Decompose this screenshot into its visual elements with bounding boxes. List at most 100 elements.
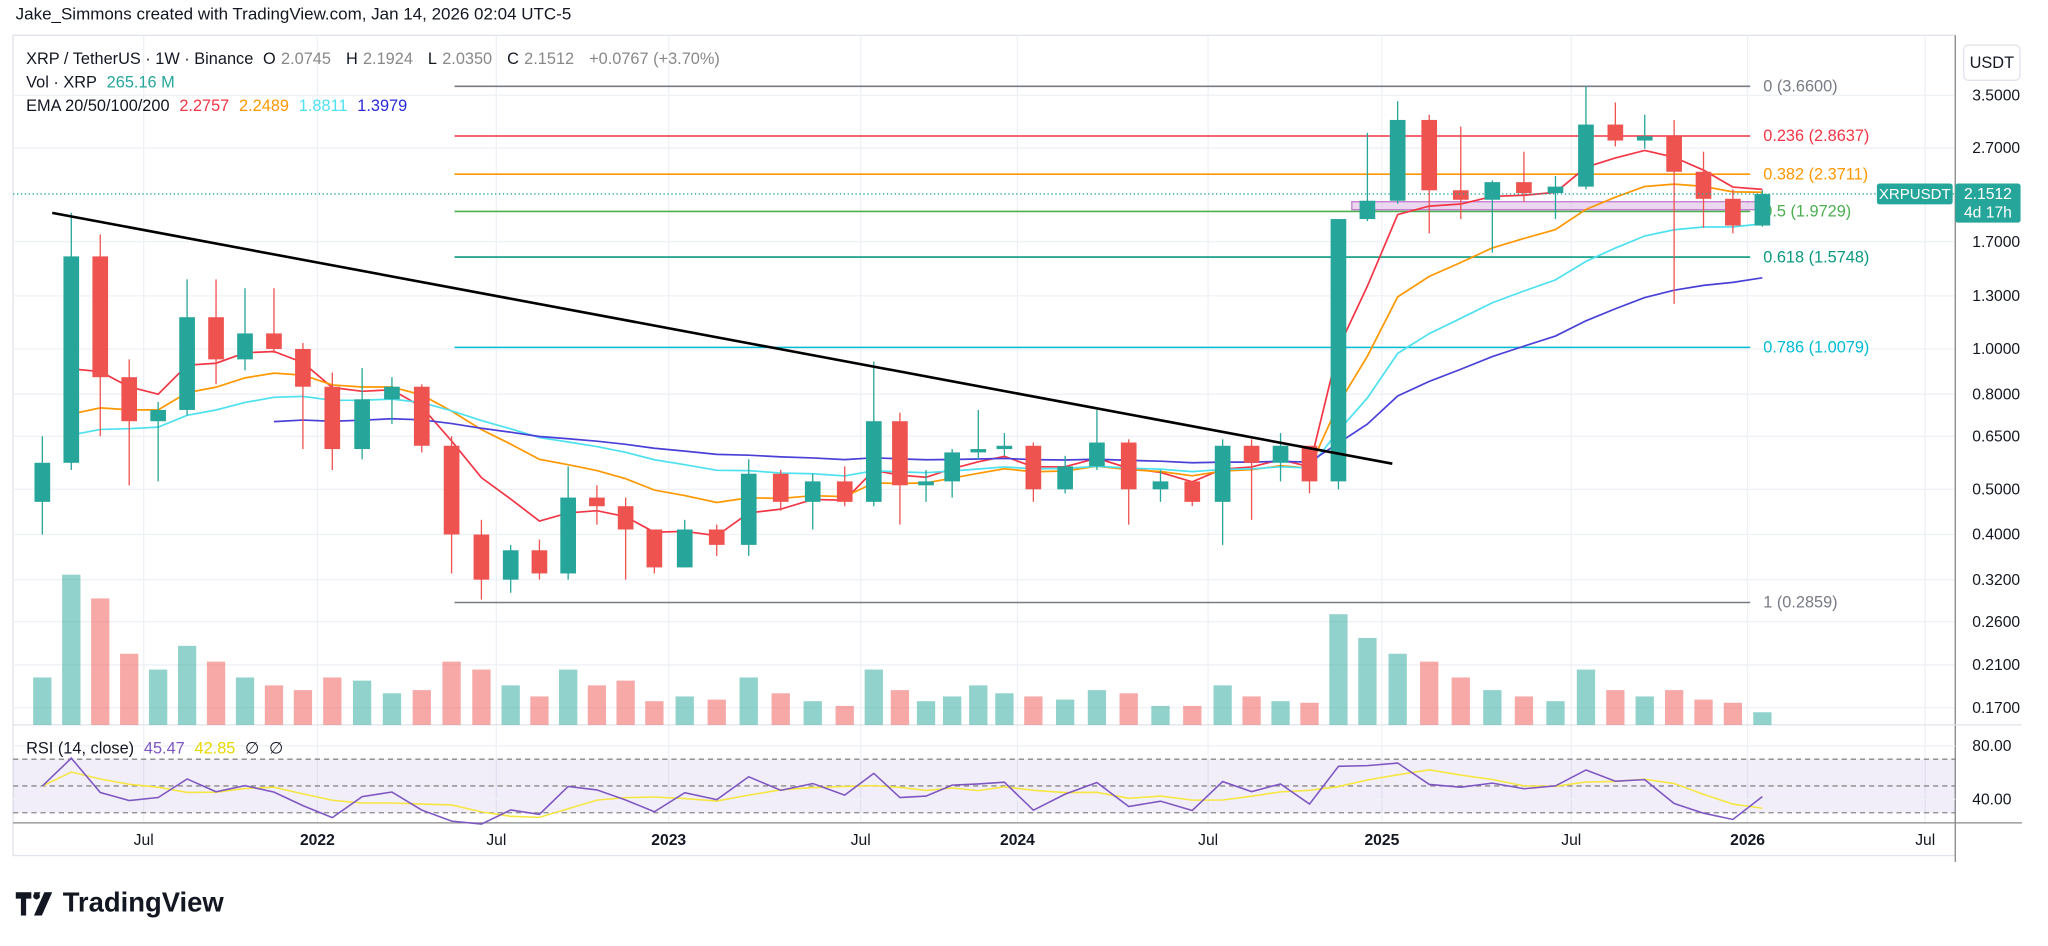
candle	[1089, 409, 1105, 471]
candle-body	[1120, 442, 1137, 490]
candle	[560, 466, 576, 580]
candle	[996, 433, 1013, 456]
rsi-tick-label: 40.00	[1972, 792, 2011, 809]
volume-bar	[835, 705, 854, 725]
time-tick-label: Jul	[1198, 832, 1218, 849]
tradingview-logo[interactable]: TradingView	[15, 888, 224, 919]
fib-label-1: 1 (0.2859)	[1763, 594, 1837, 612]
candle-body	[676, 529, 693, 568]
fib-label-0.618: 0.618 (1.5748)	[1763, 248, 1869, 266]
volume-bar	[559, 669, 578, 725]
candle	[1243, 439, 1260, 520]
candle-body	[1578, 124, 1594, 187]
candle	[1754, 190, 1771, 227]
fib-label-0.786: 0.786 (1.0079)	[1763, 339, 1869, 357]
candle-body	[1184, 481, 1201, 502]
ema-legend: EMA 20/50/100/200 2.2757 2.2489 1.8811 1…	[26, 97, 412, 115]
candle	[1272, 433, 1289, 482]
tradingview-logo-icon	[15, 892, 53, 916]
candle	[865, 361, 882, 507]
candle	[531, 539, 548, 580]
candle	[443, 436, 460, 574]
volume-bar	[1388, 653, 1407, 725]
symbol-price-tag-label: XRPUSDT	[1879, 186, 1951, 203]
candle	[1695, 151, 1712, 228]
time-tick-label: Jul	[134, 832, 154, 849]
open-value: 2.0745	[280, 49, 331, 68]
candle-body	[531, 550, 548, 574]
rsi-na-1: ∅	[245, 739, 260, 758]
candle	[617, 497, 634, 580]
candle-body	[237, 333, 253, 360]
candle	[1389, 101, 1406, 204]
volume-bar	[1242, 696, 1261, 725]
last-price-value: 2.1512	[1964, 186, 2012, 203]
rsi-legend: RSI (14, close) 45.47 42.85 ∅ ∅	[26, 738, 288, 758]
rsi-label[interactable]: RSI (14, close)	[26, 739, 135, 758]
candle-body	[1607, 124, 1624, 141]
time-tick-label: 2022	[300, 832, 335, 849]
candle	[1184, 481, 1201, 507]
candle	[1452, 126, 1469, 220]
candle	[836, 466, 853, 507]
candle-body	[970, 449, 987, 453]
logo-text: TradingView	[62, 888, 224, 919]
currency-button[interactable]: USDT	[1963, 44, 2021, 81]
symbol-price-tag	[1876, 183, 1953, 205]
volume-bar	[587, 685, 607, 725]
rsi-na-2: ∅	[269, 739, 284, 758]
volume-bar	[1694, 699, 1713, 725]
candle-body	[1359, 200, 1376, 220]
candle-body	[179, 317, 195, 410]
ema20-value: 2.2757	[179, 96, 230, 115]
volume-bar	[235, 677, 255, 725]
volume-value: 265.16 M	[106, 73, 175, 92]
price-tick-label: 0.5000	[1972, 482, 2020, 499]
volume-bar	[707, 699, 726, 725]
candle	[1578, 86, 1594, 190]
candle	[1359, 132, 1376, 222]
price-tick-label: 1.7000	[1972, 234, 2020, 251]
candle	[1057, 455, 1073, 494]
symbol-name[interactable]: XRP / TetherUS · 1W · Binance	[26, 49, 254, 68]
volume-bar	[1753, 712, 1772, 725]
candle	[1666, 119, 1682, 304]
volume-bar	[1546, 701, 1565, 725]
candle-body	[1025, 445, 1042, 490]
open-label: O	[263, 49, 276, 68]
candle-body	[1214, 445, 1231, 502]
volume-bar	[616, 680, 635, 725]
close-value: 2.1512	[524, 49, 575, 68]
volume-bar	[1483, 690, 1502, 725]
candle-body	[354, 399, 370, 450]
candle-body	[266, 333, 282, 349]
time-tick-label: 2026	[1730, 832, 1765, 849]
candle-body	[1330, 219, 1347, 482]
candle-body	[34, 462, 51, 502]
candle	[384, 377, 400, 425]
candle	[63, 212, 80, 471]
candle	[892, 412, 908, 525]
candle	[473, 519, 490, 600]
volume-label[interactable]: Vol · XRP	[26, 73, 97, 92]
volume-bar	[1723, 702, 1743, 725]
candle-body	[918, 481, 934, 486]
volume-bar	[916, 701, 936, 725]
ema200-value: 1.3979	[357, 96, 408, 115]
candle	[772, 470, 789, 511]
candle	[1484, 180, 1501, 253]
candle	[1025, 442, 1042, 502]
candle	[1152, 470, 1169, 502]
candle-body	[772, 473, 789, 502]
candle	[944, 449, 960, 498]
candle-body	[443, 445, 460, 535]
candle-body	[1452, 190, 1469, 200]
low-value: 2.0350	[442, 49, 493, 68]
ema-label[interactable]: EMA 20/50/100/200	[26, 96, 170, 115]
volume-bar	[1300, 702, 1319, 725]
volume-bar	[1271, 701, 1290, 725]
trendline	[52, 211, 1393, 465]
time-tick-label: Jul	[1561, 832, 1581, 849]
candle-body	[892, 421, 908, 486]
